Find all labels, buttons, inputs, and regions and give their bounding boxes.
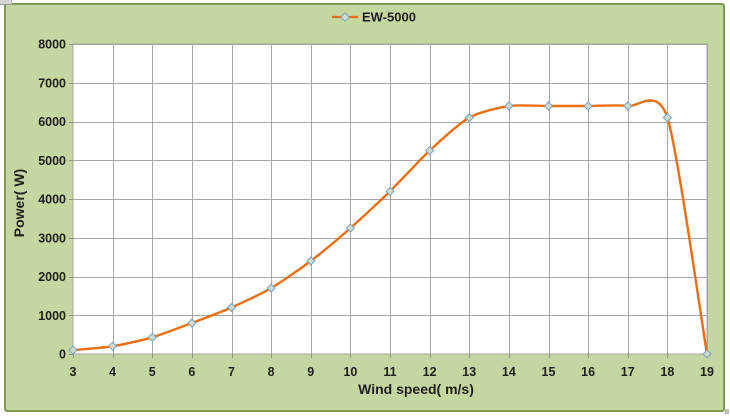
y-tick-label: 3000 [38,231,66,245]
x-tick-label: 11 [383,365,396,379]
data-point-marker[interactable] [543,101,554,111]
x-tick-label: 8 [268,365,275,379]
data-point-marker[interactable] [107,341,118,351]
x-tick-label: 18 [660,365,674,379]
x-tick-label: 14 [502,365,516,379]
y-tick-label: 1000 [38,309,66,323]
data-point-marker[interactable] [702,349,712,359]
x-tick-label: 4 [109,365,116,379]
y-tick-label: 0 [59,348,66,362]
x-axis-title: Wind speed( m/s) [358,381,474,397]
x-tick-label: 16 [581,365,595,379]
data-point-marker[interactable] [266,283,276,293]
legend[interactable]: EW-5000 [332,10,416,25]
series-layer [68,99,712,359]
data-point-marker[interactable] [464,112,474,123]
y-tick-label: 7000 [38,76,66,90]
y-axis-title: Power( W) [11,169,27,237]
screen-corner-artifact [0,0,12,5]
x-tick-label: 17 [621,365,635,379]
screen-corner-artifact-bottom-right [725,409,729,414]
legend-series-label: EW-5000 [362,10,416,25]
data-point-marker[interactable] [424,145,435,156]
data-point-marker[interactable] [147,332,157,343]
x-tick-label: 10 [343,365,357,379]
data-point-marker[interactable] [623,101,633,111]
axis-tick-labels: 0 1000 2000 3000 4000 5000 6000 7000 8000 3 4 5 6 7 8 9… [38,38,714,380]
data-point-marker[interactable] [226,302,237,313]
y-tick-label: 6000 [38,115,66,129]
data-point-marker[interactable] [345,223,356,233]
x-tick-label: 13 [462,365,476,379]
data-point-marker[interactable] [504,101,514,111]
data-point-marker[interactable] [662,112,673,123]
x-tick-label: 7 [228,365,235,379]
data-point-marker[interactable] [385,186,395,196]
x-tick-label: 6 [188,365,195,379]
x-tick-label: 15 [542,365,556,379]
data-point-marker[interactable] [583,101,593,111]
x-tick-label: 19 [700,365,714,379]
x-tick-label: 5 [149,365,156,379]
y-tick-label: 8000 [38,38,66,52]
data-point-marker[interactable] [306,256,316,266]
x-tick-label: 9 [307,365,314,379]
y-tick-label: 5000 [38,154,66,168]
x-tick-label: 3 [70,365,77,379]
legend-diamond-marker-icon [340,12,350,22]
axis-ticks [69,44,708,358]
data-point-marker[interactable] [187,318,197,328]
x-tick-label: 12 [423,365,437,379]
data-point-marker[interactable] [68,345,78,355]
y-tick-label: 2000 [38,270,66,284]
y-tick-label: 4000 [38,193,66,207]
